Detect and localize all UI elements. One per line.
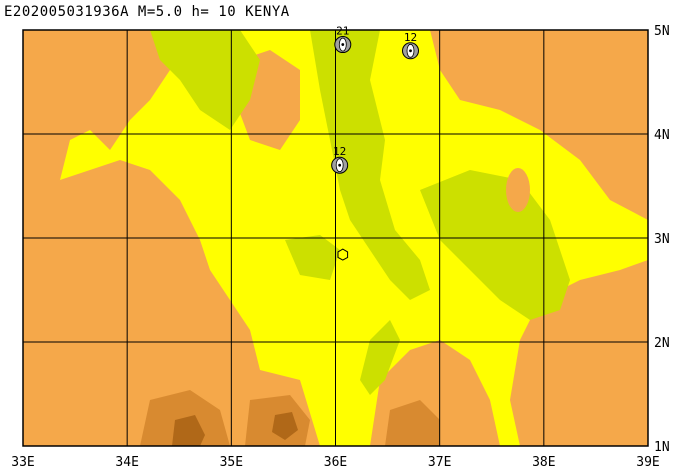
- focal-mechanism-0: 21: [334, 25, 352, 54]
- epicenter-marker: [337, 248, 349, 261]
- focal-mechanism-2: 12: [331, 145, 349, 174]
- terrain-green-east: [420, 170, 570, 320]
- beachball-center: [341, 43, 345, 46]
- mechanism-label: 12: [333, 145, 346, 158]
- beachball-center: [409, 49, 412, 53]
- mechanism-label: 21: [336, 25, 349, 38]
- terrain-darkbrown-south2: [272, 412, 298, 440]
- focal-mechanism-1: 12: [402, 31, 419, 60]
- terrain-orange-southwest: [23, 160, 320, 446]
- map-frame: [22, 29, 649, 447]
- terrain-lake-patch: [506, 168, 530, 212]
- lon-tick-label: 33E: [11, 455, 34, 470]
- terrain-green-northwest: [150, 30, 260, 130]
- epicenter-hexagon: [337, 248, 349, 261]
- lon-tick-label: 36E: [324, 455, 347, 470]
- latitude-labels: 5N 4N 3N 2N 1N: [654, 24, 670, 455]
- lon-tick-label: 34E: [115, 455, 138, 470]
- lon-tick-label: 39E: [636, 455, 659, 470]
- lat-tick-label: 2N: [654, 336, 670, 351]
- lat-tick-label: 4N: [654, 128, 670, 143]
- lon-tick-label: 38E: [532, 455, 555, 470]
- terrain-green-stripe: [360, 320, 400, 395]
- terrain-orange-west: [23, 30, 170, 210]
- lon-tick-label: 37E: [428, 455, 451, 470]
- map-title: E202005031936A M=5.0 h= 10 KENYA: [4, 4, 290, 20]
- longitude-labels: 33E 34E 35E 36E 37E 38E 39E: [11, 455, 659, 470]
- lat-tick-label: 1N: [654, 440, 670, 455]
- terrain-green-west-mid: [285, 235, 340, 280]
- focal-mechanisms: 21 12 12: [331, 25, 419, 174]
- lon-tick-label: 35E: [220, 455, 243, 470]
- terrain-orange-northeast: [430, 30, 648, 220]
- mechanism-label: 12: [404, 31, 417, 44]
- terrain-brown-sc: [385, 400, 440, 446]
- beachball-center: [338, 163, 342, 167]
- terrain-green-central: [310, 30, 430, 300]
- lat-tick-label: 5N: [654, 24, 670, 39]
- terrain-darkbrown-south: [172, 415, 205, 446]
- lat-tick-label: 3N: [654, 232, 670, 247]
